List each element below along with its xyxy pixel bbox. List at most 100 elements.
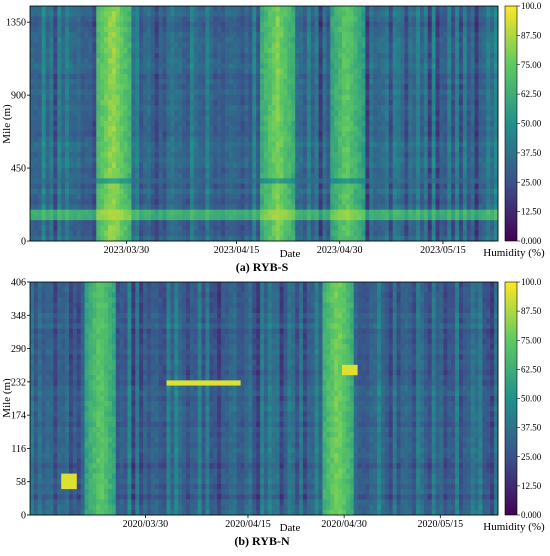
heatmap-cell: [104, 58, 109, 64]
heatmap-cell: [431, 115, 436, 122]
heatmap-cell: [306, 152, 312, 158]
heatmap-cell: [131, 183, 136, 190]
heatmap-cell: [193, 68, 199, 75]
heatmap-cell: [373, 32, 378, 38]
heatmap-cell: [115, 58, 121, 64]
heatmap-cell: [53, 214, 58, 221]
heatmap-cell: [80, 94, 85, 101]
heatmap-cell: [455, 37, 460, 43]
heatmap-cell: [100, 152, 105, 158]
heatmap-cell: [260, 120, 265, 127]
heatmap-cell: [72, 115, 78, 122]
heatmap-cell: [264, 157, 269, 164]
heatmap-cell: [186, 141, 191, 148]
heatmap-cell: [459, 47, 464, 54]
heatmap-cell: [447, 6, 452, 12]
heatmap-cell: [96, 79, 101, 85]
heatmap-cell: [139, 214, 144, 221]
heatmap-cell: [131, 53, 136, 59]
heatmap-cell: [377, 162, 382, 169]
heatmap-cell: [166, 141, 171, 148]
heatmap-cell: [373, 42, 378, 49]
heatmap-cell: [314, 204, 319, 211]
heatmap-cell: [232, 141, 238, 148]
heatmap-cell: [221, 167, 226, 174]
heatmap-cell: [37, 105, 43, 111]
heatmap-cell: [45, 32, 50, 38]
heatmap-cell: [420, 32, 425, 38]
heatmap-cell: [143, 162, 148, 169]
heatmap-cell: [193, 42, 199, 49]
heatmap-cell: [221, 194, 226, 200]
heatmap-cell: [400, 47, 405, 54]
heatmap-cell: [318, 167, 323, 174]
heatmap-cell: [447, 26, 452, 33]
heatmap-cell: [69, 152, 74, 158]
heatmap-cell: [334, 147, 339, 153]
heatmap-cell: [353, 47, 358, 54]
heatmap-cell: [205, 183, 210, 190]
heatmap-cell: [248, 152, 253, 158]
heatmap-cell: [412, 79, 417, 85]
heatmap-cell: [88, 235, 93, 242]
heatmap-cell: [279, 16, 284, 23]
heatmap-cell: [314, 89, 319, 96]
heatmap-cell: [267, 235, 273, 242]
heatmap-cell: [338, 110, 343, 117]
heatmap-cell: [264, 110, 269, 117]
heatmap-cell: [189, 58, 195, 64]
heatmap-cell: [127, 225, 132, 231]
heatmap-cell: [76, 105, 82, 111]
heatmap-cell: [326, 21, 331, 28]
heatmap-cell: [45, 126, 50, 132]
heatmap-cell: [244, 26, 249, 33]
heatmap-cell: [104, 32, 109, 38]
heatmap-cell: [322, 147, 327, 153]
heatmap-cell: [154, 173, 160, 179]
heatmap-cell: [299, 152, 304, 158]
heatmap-cell: [322, 141, 327, 148]
heatmap-cell: [404, 21, 409, 28]
heatmap-cell: [326, 220, 331, 226]
heatmap-cell: [384, 183, 390, 190]
heatmap-cell: [209, 110, 214, 117]
heatmap-cell: [318, 209, 323, 216]
heatmap-cell: [166, 209, 171, 216]
heatmap-cell: [459, 126, 464, 132]
heatmap-cell: [228, 141, 234, 148]
heatmap-cell: [431, 110, 436, 117]
heatmap-cell: [65, 214, 70, 221]
heatmap-cell: [396, 79, 401, 85]
heatmap-cell: [236, 120, 241, 127]
heatmap-cell: [349, 209, 355, 216]
heatmap-cell: [330, 147, 335, 153]
heatmap-cell: [115, 100, 121, 106]
heatmap-cell: [455, 152, 460, 158]
heatmap-cell: [41, 188, 46, 195]
heatmap-cell: [162, 209, 167, 216]
heatmap-cell: [135, 47, 140, 54]
heatmap-cell: [303, 110, 308, 117]
heatmap-cell: [92, 26, 97, 33]
heatmap-cell: [182, 178, 187, 184]
heatmap-cell: [189, 194, 195, 200]
heatmap-cell: [96, 220, 101, 226]
heatmap-cell: [345, 162, 351, 169]
heatmap-cell: [404, 89, 409, 96]
heatmap-cell: [283, 105, 288, 111]
heatmap-cell: [92, 162, 97, 169]
heatmap-cell: [408, 47, 413, 54]
heatmap-cell: [232, 53, 238, 59]
heatmap-cell: [381, 131, 386, 137]
heatmap-cell: [248, 21, 253, 28]
heatmap-cell: [178, 11, 183, 17]
heatmap-cell: [326, 126, 331, 132]
heatmap-cell: [53, 209, 58, 216]
heatmap-cell: [80, 73, 85, 80]
heatmap-cell: [178, 63, 183, 70]
heatmap-cell: [150, 235, 156, 242]
heatmap-cell: [232, 220, 238, 226]
heatmap-cell: [330, 194, 335, 200]
heatmap-cell: [342, 11, 347, 17]
heatmap-cell: [182, 32, 187, 38]
